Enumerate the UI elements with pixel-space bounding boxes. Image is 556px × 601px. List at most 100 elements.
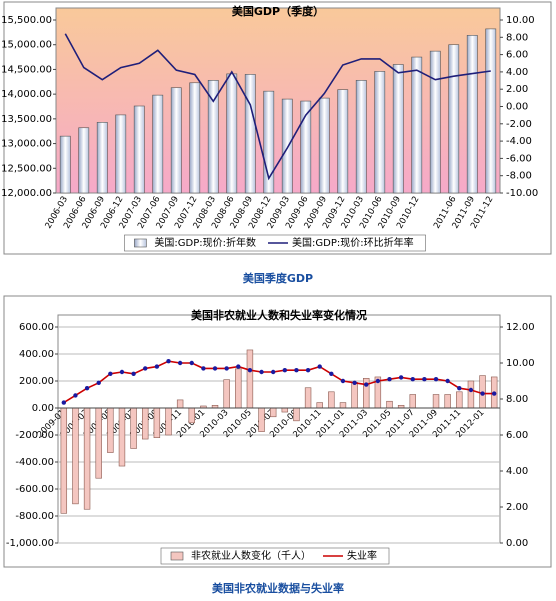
bar [207, 80, 219, 194]
bar [258, 407, 265, 432]
bar [337, 89, 349, 194]
bar [83, 407, 91, 510]
bar [386, 400, 393, 409]
point [433, 377, 439, 382]
legend-swatch [134, 238, 147, 248]
point [236, 364, 241, 369]
y-tick-label: 12,500.00 [1, 163, 52, 174]
bar [170, 87, 182, 194]
point [294, 368, 299, 373]
y-tick-label: 600.00 [19, 322, 54, 333]
y-tick-label: 12,000.00 [1, 188, 52, 199]
bar [152, 94, 164, 194]
point [224, 366, 229, 371]
bar [95, 407, 102, 479]
bar [165, 407, 172, 436]
y2-tick-label: 4.00 [506, 67, 528, 78]
bar [339, 402, 347, 409]
y-tick-label: -600.00 [15, 484, 54, 495]
point [398, 375, 404, 380]
y2-tick-label: -2.00 [506, 119, 532, 130]
point [305, 368, 311, 373]
point [177, 360, 183, 366]
point [282, 368, 288, 373]
point [410, 377, 415, 382]
y2-tick-label: 4.00 [506, 466, 528, 477]
point [143, 366, 148, 371]
point [212, 366, 218, 371]
point [108, 371, 113, 376]
y-tick-label: 15,500.00 [1, 15, 52, 26]
legend-label: 美国:GDP:现价:环比折年率 [292, 236, 414, 249]
y-tick-label: -1,000.00 [6, 538, 54, 549]
bar [72, 407, 79, 505]
legend: 美国:GDP:现价:折年数 美国:GDP:现价:环比折年率 [134, 236, 414, 249]
legend-swatch [170, 551, 184, 561]
y2-tick-label: -4.00 [506, 136, 532, 147]
point [491, 391, 497, 396]
point [201, 366, 206, 371]
y2-tick-label: -10.00 [506, 188, 538, 199]
bar [485, 28, 497, 194]
caption: 美国季度GDP [243, 271, 313, 285]
y2-tick-label: 8.00 [506, 394, 528, 405]
bar [153, 407, 161, 439]
bar [235, 368, 242, 409]
y-tick-label: 0.00 [32, 403, 54, 414]
bar [78, 127, 90, 194]
point [270, 369, 276, 375]
bar [392, 64, 404, 194]
point [61, 400, 67, 405]
point [189, 360, 194, 366]
y-tick-label: 400.00 [19, 349, 54, 360]
bar [246, 349, 254, 409]
y2-tick-label: -8.00 [506, 171, 532, 182]
y2-tick-label: 6.00 [506, 430, 528, 441]
chart-title: 美国GDP（季度） [232, 4, 324, 18]
y-tick-label: 14,500.00 [1, 64, 52, 75]
y2-tick-label: 2.00 [506, 84, 528, 95]
bar [133, 105, 145, 194]
point [131, 371, 136, 376]
point [84, 386, 90, 391]
bar [467, 380, 475, 409]
line [64, 33, 491, 181]
bar [189, 82, 201, 194]
legend: 非农就业人数变化（千人） 失业率 [170, 549, 377, 562]
bar [59, 135, 71, 194]
y2-tick-label: 2.00 [506, 502, 528, 513]
y-tick-label: 15,000.00 [1, 40, 52, 51]
bar [304, 387, 312, 409]
bar [432, 394, 440, 409]
bar [142, 407, 149, 440]
point [480, 391, 485, 396]
point [73, 393, 78, 398]
point [317, 364, 322, 369]
bar [107, 407, 114, 453]
bar [374, 71, 386, 194]
bar [118, 407, 126, 467]
legend-label: 非农就业人数变化（千人） [191, 549, 311, 562]
bar [281, 407, 289, 413]
point [352, 380, 357, 385]
y2-tick-label: 8.00 [506, 32, 528, 43]
y-tick-label: -200.00 [15, 430, 54, 441]
y-tick-label: 13,000.00 [1, 139, 52, 150]
bar [318, 97, 330, 194]
bar [115, 114, 127, 194]
point [364, 382, 369, 387]
bar [444, 394, 451, 409]
bar [130, 407, 137, 449]
point [457, 386, 462, 391]
y2-tick-label: 6.00 [506, 50, 528, 61]
point [119, 369, 125, 375]
point [247, 368, 253, 373]
point [387, 377, 392, 382]
bar [176, 399, 184, 409]
y-tick-label: 200.00 [19, 376, 54, 387]
bar [263, 90, 275, 194]
y-tick-label: 14,000.00 [1, 89, 52, 100]
point [340, 378, 346, 384]
y2-tick-label: 0.00 [506, 538, 528, 549]
chart-title: 美国非农就业人数和失业率变化情况 [191, 308, 367, 322]
